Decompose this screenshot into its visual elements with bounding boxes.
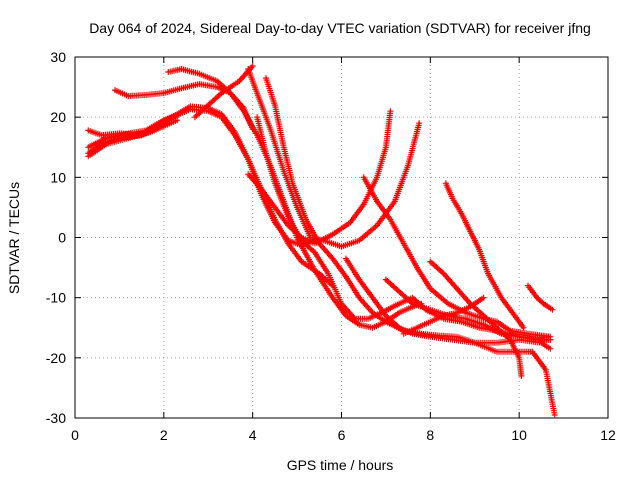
series-arc-e	[112, 81, 256, 133]
x-tick-label: 4	[249, 427, 257, 443]
series-arc-m	[360, 174, 554, 340]
gridlines	[75, 57, 608, 418]
y-tick-label: 20	[50, 109, 66, 125]
data-point	[174, 112, 181, 119]
series-arc-h	[245, 66, 423, 250]
y-tick-label: 0	[58, 230, 66, 246]
data-point	[416, 120, 423, 127]
x-tick-label: 0	[71, 427, 79, 443]
data-point	[387, 108, 394, 115]
x-tick-label: 10	[511, 427, 527, 443]
data-point	[547, 336, 554, 343]
y-tick-label: 30	[50, 49, 66, 65]
y-tick-label: -20	[46, 350, 66, 366]
x-tick-labels: 0 2 4 6 8 10 12	[71, 427, 616, 443]
data-point	[551, 412, 558, 418]
series-arc-q	[442, 180, 527, 331]
series-arc-o	[400, 294, 487, 337]
x-tick-label: 6	[338, 427, 346, 443]
y-tick-label: -30	[46, 410, 66, 426]
data-point	[520, 324, 527, 331]
axis-ticks	[74, 56, 609, 419]
series-arc-d	[85, 112, 181, 151]
y-tick-labels: -30 -20 -10 0 10 20 30	[46, 49, 66, 426]
series-arc-r	[525, 282, 556, 313]
x-tick-label: 12	[600, 427, 616, 443]
y-axis-label: SDTVAR / TECUs	[6, 182, 22, 294]
data-point	[547, 345, 554, 352]
x-axis-label: GPS time / hours	[287, 457, 394, 473]
data-point	[549, 306, 556, 313]
y-tick-label: 10	[50, 169, 66, 185]
chart-title: Day 064 of 2024, Sidereal Day-to-day VTE…	[89, 20, 591, 36]
series-arc-p	[427, 258, 525, 379]
data-point	[480, 294, 487, 301]
data-point	[539, 299, 546, 306]
series-arc-c	[85, 117, 181, 160]
x-tick-label: 2	[160, 427, 168, 443]
x-tick-label: 8	[426, 427, 434, 443]
series-layer	[85, 63, 558, 418]
data-point	[249, 63, 256, 69]
data-point	[518, 372, 525, 379]
series-arc-j	[263, 75, 558, 418]
y-tick-label: -10	[46, 290, 66, 306]
